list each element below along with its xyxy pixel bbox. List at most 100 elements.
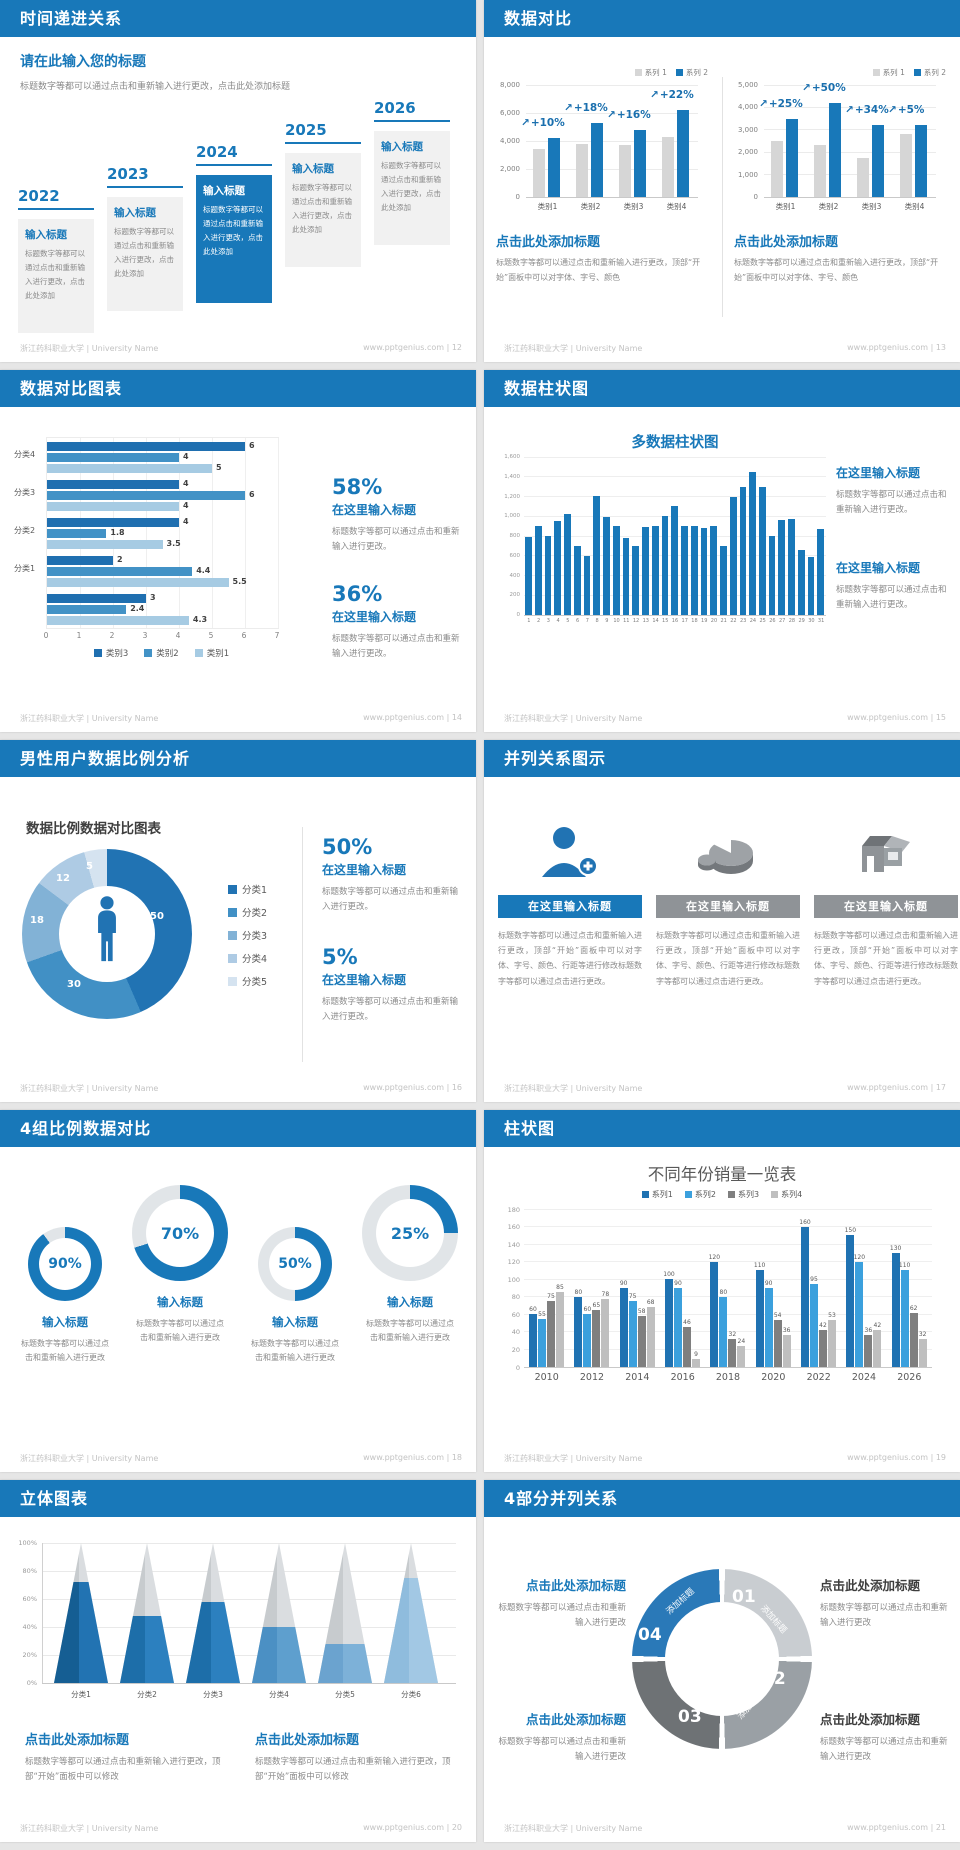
cone xyxy=(384,1543,438,1683)
bar xyxy=(749,471,756,615)
block-body: 标题数字等都可以通过点击和重新输入进行更改 xyxy=(820,1737,948,1762)
legend-swatch xyxy=(228,884,237,894)
bar-value-label: 75 xyxy=(628,1293,637,1301)
column-body: 标题数字等都可以通过点击和重新输入进行更改，顶部“开始”面板中可以对字体、字号、… xyxy=(498,931,642,986)
gridline xyxy=(42,1626,456,1628)
footer-university: 浙江药科职业大学 | University Name xyxy=(20,1824,159,1833)
slide-thumbnail-21[interactable]: 4部分并列关系 01 添加标题 02 添加标题 03 添加标题 04 添加标题 点击此处添加标… xyxy=(484,1480,960,1842)
slide-title-bar: 并列关系图示 xyxy=(484,740,960,777)
legend-label: 系列 1 xyxy=(882,68,905,77)
bar xyxy=(692,1359,700,1367)
item-body: 标题数字等都可以通过点击和重新输入进行更改 xyxy=(251,1339,339,1363)
slide-thumbnail-18[interactable]: 4组比例数据对比 90% 输入标题 标题数字等都可以通过点击和重新输入进行更改 70%… xyxy=(0,1110,476,1472)
chart-legend: 系列 1 系列 2 xyxy=(872,67,946,78)
slide-thumbnail-20[interactable]: 立体图表 0% 20% 40% 60% 80% 100% 分类1 分类2 分类3 分类4 分类5 分类… xyxy=(0,1480,476,1842)
y-tick-label: 4,000 xyxy=(737,103,758,112)
legend-label: 系列1 xyxy=(651,1190,673,1199)
progress-ring: 70% xyxy=(132,1185,228,1281)
block-body: 标题数字等都可以通过点击和重新输入进行更改，顶部“开始”面板中可以修改 xyxy=(25,1757,221,1782)
block-heading: 点击此处添加标题 xyxy=(525,1712,626,1727)
y-tick-label: 0 xyxy=(515,193,520,201)
slide-thumbnail-14[interactable]: 数据对比图表 6 4 5 4 6 4 4 1.8 3.5 2 4.4 5.5 3 2.4 4.3 0 1 2 3 4 5… xyxy=(0,370,476,732)
slide-thumbnail-19[interactable]: 柱状图 不同年份销量一览表 系列1 系列2 系列3 系列4 60 55 75 85 80 60 65 7… xyxy=(484,1110,960,1472)
x-tick-label: 2018 xyxy=(715,1372,741,1383)
donut-chart: 50 30 18 12 5 xyxy=(22,849,192,1019)
bar-value-label: 24 xyxy=(737,1337,746,1345)
bar xyxy=(829,102,841,197)
x-tick-label: 4 xyxy=(175,631,181,640)
text-block: 点击此处添加标题 标题数字等都可以通过点击和重新输入进行更改 xyxy=(820,1709,948,1765)
step-underline xyxy=(196,164,272,166)
x-tick-label: 1 xyxy=(527,618,531,624)
gridline xyxy=(764,196,936,198)
slide-content: 数据比例数据对比图表 50 30 18 12 5 分类1 分类2 分类3 分类4 分类5 50%… xyxy=(0,777,476,1077)
x-tick-label: 31 xyxy=(817,618,825,624)
legend-swatch xyxy=(228,976,237,986)
grouped-bar-chart: 系列 1 系列 2 ↗+25% ↗+50% ↗+34% ↗+5% 0 1,000 2,000 3,… xyxy=(734,67,946,217)
bar-value-label: 3.5 xyxy=(166,539,181,548)
bar xyxy=(662,136,674,197)
slide-thumbnail-17[interactable]: 并列关系图示 在这里输入标题标题数字等都可以通过点击和重新输入进行更改，顶部“开… xyxy=(484,740,960,1102)
y-tick-label: 120 xyxy=(507,1258,520,1267)
slide-thumbnail-12[interactable]: 时间递进关系 请在此输入您的标题 标题数字等都可以通过点击和重新输入进行更改，点… xyxy=(0,0,476,362)
bar xyxy=(788,519,795,615)
x-tick-label: 5 xyxy=(566,618,570,624)
percent-column: 50% 输入标题 标题数字等都可以通过点击和重新输入进行更改 xyxy=(242,1185,348,1366)
bar xyxy=(603,517,610,615)
bar xyxy=(729,496,737,615)
y-tick-label: 20% xyxy=(22,1651,37,1659)
text-block: 点击此处添加标题 标题数字等都可以通过点击和重新输入进行更改 xyxy=(498,1575,626,1631)
x-tick-label: 2022 xyxy=(806,1372,831,1383)
slide-content: 90% 输入标题 标题数字等都可以通过点击和重新输入进行更改 70% 输入标题 标题数字等… xyxy=(0,1147,476,1447)
block-heading: 点击此处添加标题 xyxy=(820,1712,921,1727)
bar xyxy=(909,1312,918,1367)
legend-swatch xyxy=(872,69,880,76)
bar-value-label: 36 xyxy=(782,1327,791,1335)
x-tick-label: 10 xyxy=(613,618,620,624)
card-title: 输入标题 xyxy=(381,141,423,153)
item-body: 标题数字等都可以通过点击和重新输入进行更改 xyxy=(21,1339,109,1363)
bar xyxy=(773,1319,782,1367)
bar xyxy=(891,1252,900,1367)
legend-item: 分类2 xyxy=(228,905,267,919)
arrow-up-right-icon: ↗ xyxy=(650,89,659,102)
column-title-bar: 在这里输入标题 xyxy=(814,895,958,918)
y-tick-label: 160 xyxy=(507,1223,520,1232)
bar-value-label: 100 xyxy=(663,1271,675,1279)
bar xyxy=(47,491,245,500)
slide-thumbnail-13[interactable]: 数据对比 系列 1 系列 2 ↗+10% ↗+18% ↗+16% ↗+22% 0 2,000 4… xyxy=(484,0,960,362)
bar xyxy=(646,1307,655,1367)
step-underline xyxy=(285,142,361,144)
slide-title: 柱状图 xyxy=(504,1119,556,1138)
bar-value-label: 6 xyxy=(249,490,255,499)
y-tick-label: 0 xyxy=(753,193,758,201)
bar xyxy=(661,516,669,615)
x-tick-label: 2016 xyxy=(670,1372,695,1383)
icon-columns: 在这里输入标题标题数字等都可以通过点击和重新输入进行更改，顶部“开始”面板中可以… xyxy=(484,817,960,1067)
slide-thumbnail-15[interactable]: 数据柱状图 多数据柱状图 0 200 400 600 800 1,000 1,200 1,400… xyxy=(484,370,960,732)
bar xyxy=(533,149,545,197)
gridline xyxy=(178,438,180,628)
stat-body: 标题数字等都可以通过点击和重新输入进行更改。 xyxy=(322,887,459,912)
y-tick-label: 4,000 xyxy=(499,137,520,145)
x-tick-label: 26 xyxy=(769,618,776,624)
gridline xyxy=(524,614,826,616)
x-tick-label: 类别4 xyxy=(904,202,925,211)
step-underline xyxy=(18,208,94,210)
slide-thumbnail-16[interactable]: 男性用户数据比例分析 数据比例数据对比图表 50 30 18 12 5 分类1 分类2 分类… xyxy=(0,740,476,1102)
y-tick-label: 1,400 xyxy=(504,473,520,480)
bar xyxy=(642,527,649,615)
x-tick-label: 6 xyxy=(241,631,247,640)
arrow-up-right-icon: ↗ xyxy=(888,104,897,117)
gridline xyxy=(244,438,246,628)
gridline xyxy=(526,84,698,86)
legend-label: 系列 1 xyxy=(644,68,667,77)
legend-label: 类别3 xyxy=(105,649,129,659)
bar xyxy=(814,145,826,197)
bar-value-label: 150 xyxy=(844,1227,857,1235)
bar-value-label: 62 xyxy=(909,1304,918,1312)
bar-value-label: 75 xyxy=(547,1293,555,1301)
footer-site-page: www.pptgenius.com | 14 xyxy=(363,713,462,722)
footer-university: 浙江药科职业大学 | University Name xyxy=(20,714,159,723)
growth-annotation: ↗+34% xyxy=(845,104,903,116)
